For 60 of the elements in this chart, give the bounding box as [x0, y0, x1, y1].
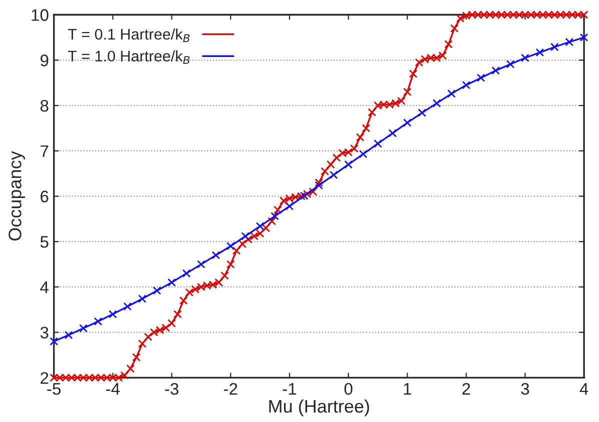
point	[550, 42, 559, 52]
point	[580, 33, 588, 42]
legend-label: T = 1.0 Hartree/k$_{B}$	[68, 50, 190, 64]
point	[152, 286, 162, 295]
point	[403, 118, 412, 127]
point	[374, 139, 382, 148]
point	[138, 294, 146, 303]
x-tick-label: -4	[106, 383, 120, 395]
point	[418, 108, 426, 117]
point	[64, 330, 73, 340]
point	[94, 317, 102, 326]
y-tick-label: 4	[40, 282, 49, 293]
point	[168, 278, 176, 287]
x-tick-label: 0	[344, 382, 352, 395]
point	[256, 222, 264, 230]
point	[212, 251, 220, 260]
point	[565, 38, 574, 46]
point	[226, 242, 235, 250]
x-tick-label: -1	[282, 383, 296, 395]
y-tick-label: 5	[40, 236, 48, 248]
point	[330, 170, 338, 180]
x-tick-label: -5	[47, 383, 61, 395]
y-tick-label: 2	[40, 372, 48, 384]
x-tick-label: -2	[224, 382, 238, 395]
x-tick-label: 4	[580, 383, 588, 395]
point	[358, 150, 368, 158]
legend-label: T = 0.1 Hartree/k$_{B}$	[68, 28, 190, 42]
point	[241, 232, 250, 240]
point	[270, 212, 279, 220]
x-tick-label: 3	[521, 382, 530, 395]
point	[536, 48, 544, 57]
y-tick-label: 3	[40, 326, 48, 339]
point	[520, 54, 530, 62]
point	[79, 324, 88, 332]
y-tick-label: 8	[40, 100, 48, 112]
point	[108, 310, 117, 318]
point	[285, 202, 294, 210]
y-tick-label: 6	[40, 190, 48, 202]
point	[432, 99, 441, 108]
point	[50, 337, 58, 346]
point	[476, 74, 486, 82]
x-tick-label: -3	[165, 382, 178, 395]
point	[388, 129, 397, 138]
y-axis-title: Occupancy	[8, 151, 25, 241]
y-tick-label: 7	[40, 145, 48, 157]
point	[447, 90, 456, 98]
point	[196, 260, 206, 268]
point	[344, 160, 353, 169]
y-tick-label: 9	[40, 54, 48, 66]
point	[123, 302, 132, 311]
x-axis-title: Mu (Hartree)	[269, 399, 370, 416]
point	[314, 181, 324, 190]
point	[182, 269, 191, 278]
point	[492, 66, 500, 75]
y-tick-label: 10	[32, 9, 48, 21]
point	[506, 60, 515, 68]
point	[300, 192, 308, 200]
x-tick-label: 1	[404, 383, 412, 395]
point	[462, 80, 470, 90]
x-tick-label: 2	[462, 382, 470, 395]
